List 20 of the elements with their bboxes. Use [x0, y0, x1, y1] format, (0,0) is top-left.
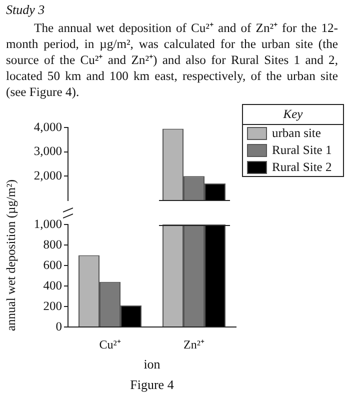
legend-label: Rural Site 2 — [272, 160, 332, 175]
y-tick-label: 1,000 — [34, 216, 62, 231]
y-tick-label: 400 — [43, 278, 62, 292]
text: Study 3 — [6, 2, 45, 18]
y-tick-label: 800 — [43, 237, 62, 252]
y-tick-label: 2,000 — [34, 168, 62, 182]
x-tick-label: Cu²⁺ — [99, 337, 121, 352]
legend-label: urban site — [272, 126, 321, 141]
x-tick-label: Zn²⁺ — [184, 337, 204, 352]
text: The annual wet deposition of Cu²⁺ and of Zn²⁺ for the 12-month period, in µg/m², was calculated for the urban site (the source of the Cu²⁺ and Zn²⁺) and also for Rural Sites 1 and 2, located 50 km and 100 km east, respectively, of the urban site (see Figure 4). — [6, 20, 338, 100]
legend-label: Rural Site 1 — [272, 143, 332, 158]
x-axis-title: ion — [144, 356, 161, 372]
y-tick-label: 0 — [56, 319, 62, 334]
y-tick-label: 4,000 — [34, 120, 62, 134]
y-tick-label: 600 — [43, 258, 62, 272]
legend-title: Key — [243, 105, 343, 125]
caption: Figure 4 — [129, 377, 175, 393]
y-axis-title: annual wet deposition (µg/m²) — [4, 178, 19, 333]
y-tick-label: 3,000 — [34, 144, 62, 158]
y-tick-label: 200 — [43, 298, 62, 313]
